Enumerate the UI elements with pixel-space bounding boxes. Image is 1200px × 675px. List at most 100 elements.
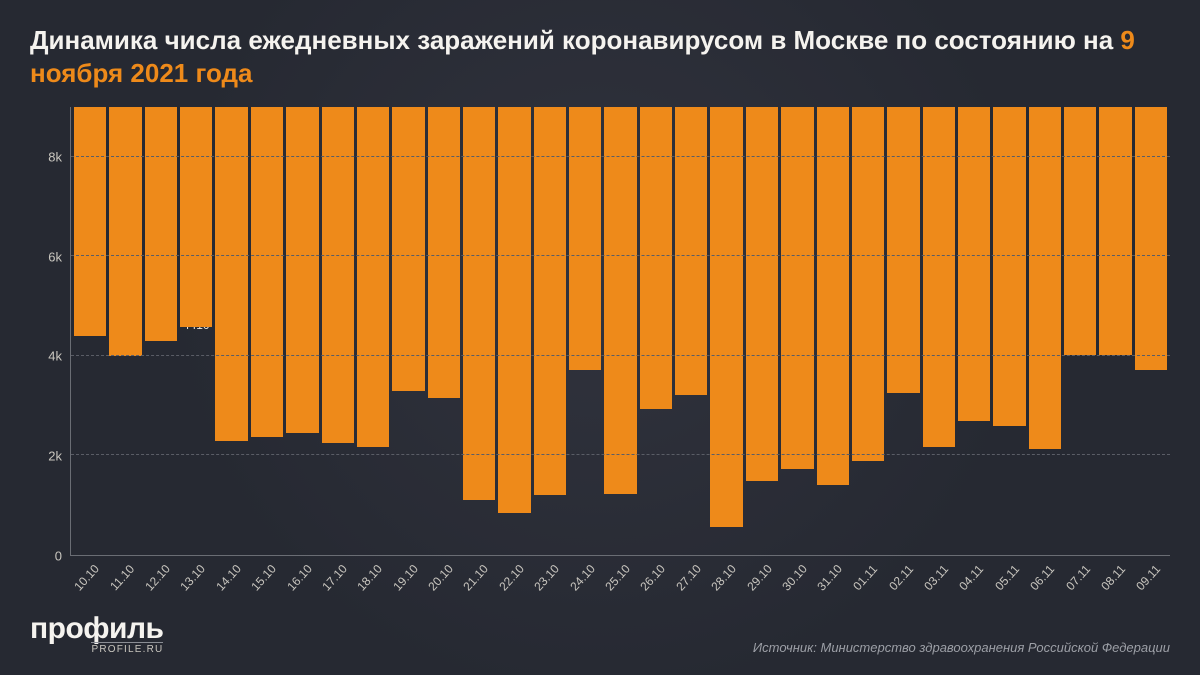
bar (1064, 107, 1096, 355)
x-tick-label: 29.10 (745, 556, 777, 606)
bar (463, 107, 495, 500)
x-tick-label: 05.11 (993, 556, 1025, 606)
logo-sub-text: PROFILE.RU (91, 642, 163, 655)
chart-title: Динамика числа ежедневных заражений коро… (30, 24, 1170, 89)
x-tick-label: 15.10 (250, 556, 282, 606)
x-tick-label: 27.10 (675, 556, 707, 606)
bar (604, 107, 636, 494)
x-tick-label: 07.11 (1064, 556, 1096, 606)
grid-line (71, 355, 1170, 356)
source-text: Министерство здравоохранения Российской … (820, 640, 1170, 655)
bar-column: 7103 (852, 107, 884, 555)
bar (1029, 107, 1061, 449)
bar-column: 7803 (534, 107, 566, 555)
bar-column: 5847 (428, 107, 460, 555)
bar-column: 4982 (1099, 107, 1131, 555)
bar (746, 107, 778, 481)
bar (145, 107, 177, 341)
bar-column: 8166 (498, 107, 530, 555)
bar-column: 5002 (109, 107, 141, 555)
bar (392, 107, 424, 391)
bar (74, 107, 106, 336)
x-tick-label: 21.10 (462, 556, 494, 606)
y-tick-label: 0 (55, 549, 62, 564)
x-tick-label: 20.10 (427, 556, 459, 606)
bar (781, 107, 813, 469)
bar-column: 7267 (781, 107, 813, 555)
bar-column: 4975 (1064, 107, 1096, 555)
bar-column: 7897 (463, 107, 495, 555)
bar (640, 107, 672, 409)
bar (322, 107, 354, 443)
bar-column: 6545 (286, 107, 318, 555)
y-tick-label: 2k (48, 449, 62, 464)
bar-column: 6740 (322, 107, 354, 555)
x-tick-label: 24.10 (568, 556, 600, 606)
x-tick-label: 28.10 (710, 556, 742, 606)
x-tick-label: 30.10 (781, 556, 813, 606)
x-tick-label: 09.11 (1135, 556, 1167, 606)
grid-line (71, 255, 1170, 256)
bar-column: 6407 (993, 107, 1025, 555)
grid-line (71, 156, 1170, 157)
grid-line (71, 454, 1170, 455)
x-tick-label: 19.10 (392, 556, 424, 606)
x-tick-label: 11.10 (108, 556, 140, 606)
y-tick-label: 8k (48, 149, 62, 164)
bar (357, 107, 389, 447)
x-tick-label: 03.11 (922, 556, 954, 606)
x-tick-label: 01.11 (852, 556, 884, 606)
bar-column: 5789 (675, 107, 707, 555)
bar-column: 5287 (1135, 107, 1167, 555)
bar (215, 107, 247, 441)
y-tick-label: 6k (48, 249, 62, 264)
y-tick-label: 4k (48, 349, 62, 364)
x-tick-label: 26.10 (639, 556, 671, 606)
bar (109, 107, 141, 356)
x-tick-label: 31.10 (816, 556, 848, 606)
title-prefix: Динамика числа ежедневных заражений коро… (30, 25, 1120, 55)
bar-column: 5279 (569, 107, 601, 555)
bar-column: 8440 (710, 107, 742, 555)
x-tick-label: 10.10 (73, 556, 105, 606)
bar (1099, 107, 1131, 355)
chart-area: 02k4k6k8k 461050024699441067126631654567… (30, 107, 1170, 556)
x-tick-label: 06.11 (1029, 556, 1061, 606)
bar-column: 6880 (1029, 107, 1061, 555)
bar-column: 6305 (958, 107, 990, 555)
x-tick-label: 16.10 (285, 556, 317, 606)
x-tick-label: 18.10 (356, 556, 388, 606)
x-tick-label: 17.10 (321, 556, 353, 606)
x-axis-labels: 10.1011.1012.1013.1014.1015.1016.1017.10… (70, 556, 1170, 606)
bar (675, 107, 707, 395)
bar (852, 107, 884, 461)
x-tick-label: 04.11 (958, 556, 990, 606)
bar (710, 107, 742, 527)
x-tick-label: 13.10 (179, 556, 211, 606)
bar (817, 107, 849, 485)
bar-column: 4699 (145, 107, 177, 555)
bar-column: 6074 (640, 107, 672, 555)
y-axis: 02k4k6k8k (30, 107, 70, 556)
plot-area: 4610500246994410671266316545674068235700… (70, 107, 1170, 556)
bar (569, 107, 601, 370)
bar-column: 6823 (357, 107, 389, 555)
publisher-logo: профиль PROFILE.RU (30, 612, 163, 655)
bar (180, 107, 212, 327)
x-tick-label: 23.10 (533, 556, 565, 606)
bars-group: 4610500246994410671266316545674068235700… (71, 107, 1170, 555)
bar-column: 7778 (604, 107, 636, 555)
bar-column: 4410 (180, 107, 212, 555)
footer: профиль PROFILE.RU Источник: Министерств… (30, 612, 1170, 655)
bar (887, 107, 919, 393)
chart-container: Динамика числа ежедневных заражений коро… (0, 0, 1200, 675)
x-tick-label: 08.11 (1099, 556, 1131, 606)
bar-column: 7603 (817, 107, 849, 555)
bar (498, 107, 530, 513)
bar (958, 107, 990, 421)
bar-column: 5700 (392, 107, 424, 555)
bar-column: 4610 (74, 107, 106, 555)
bar-column: 6631 (251, 107, 283, 555)
bar (923, 107, 955, 447)
x-tick-label: 22.10 (498, 556, 530, 606)
